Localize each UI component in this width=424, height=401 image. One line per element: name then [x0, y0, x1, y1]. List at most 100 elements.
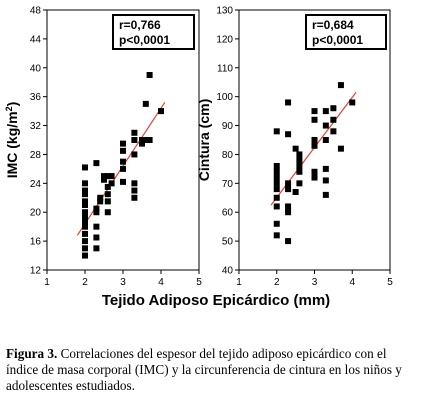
- data-point: [311, 137, 318, 143]
- y-tick-label: 110: [217, 63, 233, 74]
- x-tick-label: 5: [387, 277, 393, 288]
- data-point: [296, 168, 303, 175]
- stat-box-cintura: [305, 14, 387, 50]
- data-point: [285, 180, 292, 187]
- data-point: [146, 72, 153, 78]
- y-tick-label: 28: [30, 150, 42, 161]
- data-point: [82, 252, 88, 259]
- data-point: [120, 165, 126, 172]
- points-imc: [82, 72, 164, 259]
- y-tick-label: 50: [222, 237, 234, 248]
- data-point: [82, 245, 88, 252]
- data-point: [337, 82, 344, 89]
- y-tick-label: 20: [30, 208, 42, 219]
- stat-p-imc: p<0,0001: [119, 33, 170, 47]
- data-point: [273, 180, 280, 187]
- data-point: [292, 145, 299, 152]
- y-tick-label: 70: [222, 179, 234, 190]
- y-tick-label: 60: [222, 208, 234, 219]
- data-point: [273, 128, 280, 135]
- data-point: [285, 238, 292, 245]
- data-point: [296, 180, 303, 187]
- x-tick-label: 4: [158, 277, 164, 288]
- data-point: [322, 137, 329, 143]
- x-tick-label: 1: [236, 277, 242, 288]
- stat-r-imc: r=0,766: [119, 18, 161, 32]
- data-point: [108, 180, 115, 187]
- x-tick-label: 3: [120, 277, 126, 288]
- data-point: [93, 223, 100, 230]
- data-point: [330, 105, 337, 112]
- data-point: [120, 158, 126, 165]
- data-point: [285, 186, 292, 193]
- x-tick-label: 5: [196, 277, 202, 288]
- y-tick-label: 100: [216, 92, 233, 103]
- y-tick-label: 36: [30, 92, 42, 103]
- data-point: [82, 212, 88, 219]
- data-point: [273, 186, 280, 193]
- data-point: [93, 209, 100, 216]
- data-point: [104, 183, 111, 190]
- data-point: [349, 99, 356, 106]
- data-point: [108, 173, 115, 180]
- data-point: [82, 180, 88, 187]
- data-point: [120, 147, 126, 154]
- data-point: [101, 173, 107, 180]
- ylabel-imc: IMC (kg/m2): [4, 102, 20, 179]
- data-point: [142, 100, 149, 107]
- y-tick-label: 90: [222, 121, 234, 132]
- data-point: [104, 191, 111, 198]
- data-point: [82, 209, 88, 216]
- y-tick-label: 32: [30, 121, 42, 132]
- data-point: [104, 173, 111, 180]
- data-point: [139, 137, 145, 143]
- ticks-cintura: 1 2 3 4 5 40 50 60 70 80 90 100 110 120 130: [216, 6, 393, 289]
- y-tick-label: 16: [30, 237, 42, 248]
- data-point: [330, 116, 337, 123]
- data-point: [101, 176, 107, 183]
- data-point: [337, 145, 344, 152]
- data-point: [131, 187, 138, 194]
- caption-label: Figura 3.: [6, 346, 58, 361]
- caption-text: Correlaciones del espesor del tejido adi…: [6, 346, 402, 393]
- data-point: [93, 160, 100, 167]
- data-point: [139, 140, 145, 147]
- data-point: [93, 205, 100, 212]
- data-point: [104, 209, 111, 216]
- data-point: [311, 108, 318, 115]
- data-point: [131, 137, 138, 143]
- x-tick-label: 3: [312, 277, 318, 288]
- x-tick-label: 4: [349, 277, 355, 288]
- data-point: [82, 223, 88, 230]
- data-point: [142, 137, 149, 143]
- data-point: [285, 99, 292, 106]
- y-tick-label: 24: [30, 179, 42, 190]
- data-point: [82, 198, 88, 205]
- data-point: [104, 198, 111, 205]
- data-point: [311, 168, 318, 175]
- data-point: [273, 232, 280, 239]
- data-point: [82, 164, 88, 171]
- y-tick-label: 48: [30, 6, 42, 17]
- data-point: [273, 168, 280, 175]
- data-point: [285, 203, 292, 210]
- data-point: [82, 187, 88, 194]
- data-point: [273, 203, 280, 210]
- data-point: [285, 131, 292, 138]
- shared-xlabel: Tejido Adiposo Epicárdico (mm): [102, 292, 330, 309]
- data-point: [311, 142, 318, 149]
- data-point: [322, 177, 329, 184]
- y-tick-label: 130: [216, 6, 233, 17]
- data-point: [120, 178, 126, 185]
- x-tick-label: 2: [274, 277, 280, 288]
- data-point: [131, 129, 138, 136]
- data-point: [82, 202, 88, 208]
- stat-p-cintura: p<0,0001: [312, 33, 363, 47]
- y-tick-label: 40: [222, 266, 234, 277]
- data-point: [82, 220, 88, 227]
- data-point: [146, 137, 153, 143]
- ylabel-cintura: Cintura (cm): [196, 99, 212, 181]
- data-point: [120, 140, 126, 147]
